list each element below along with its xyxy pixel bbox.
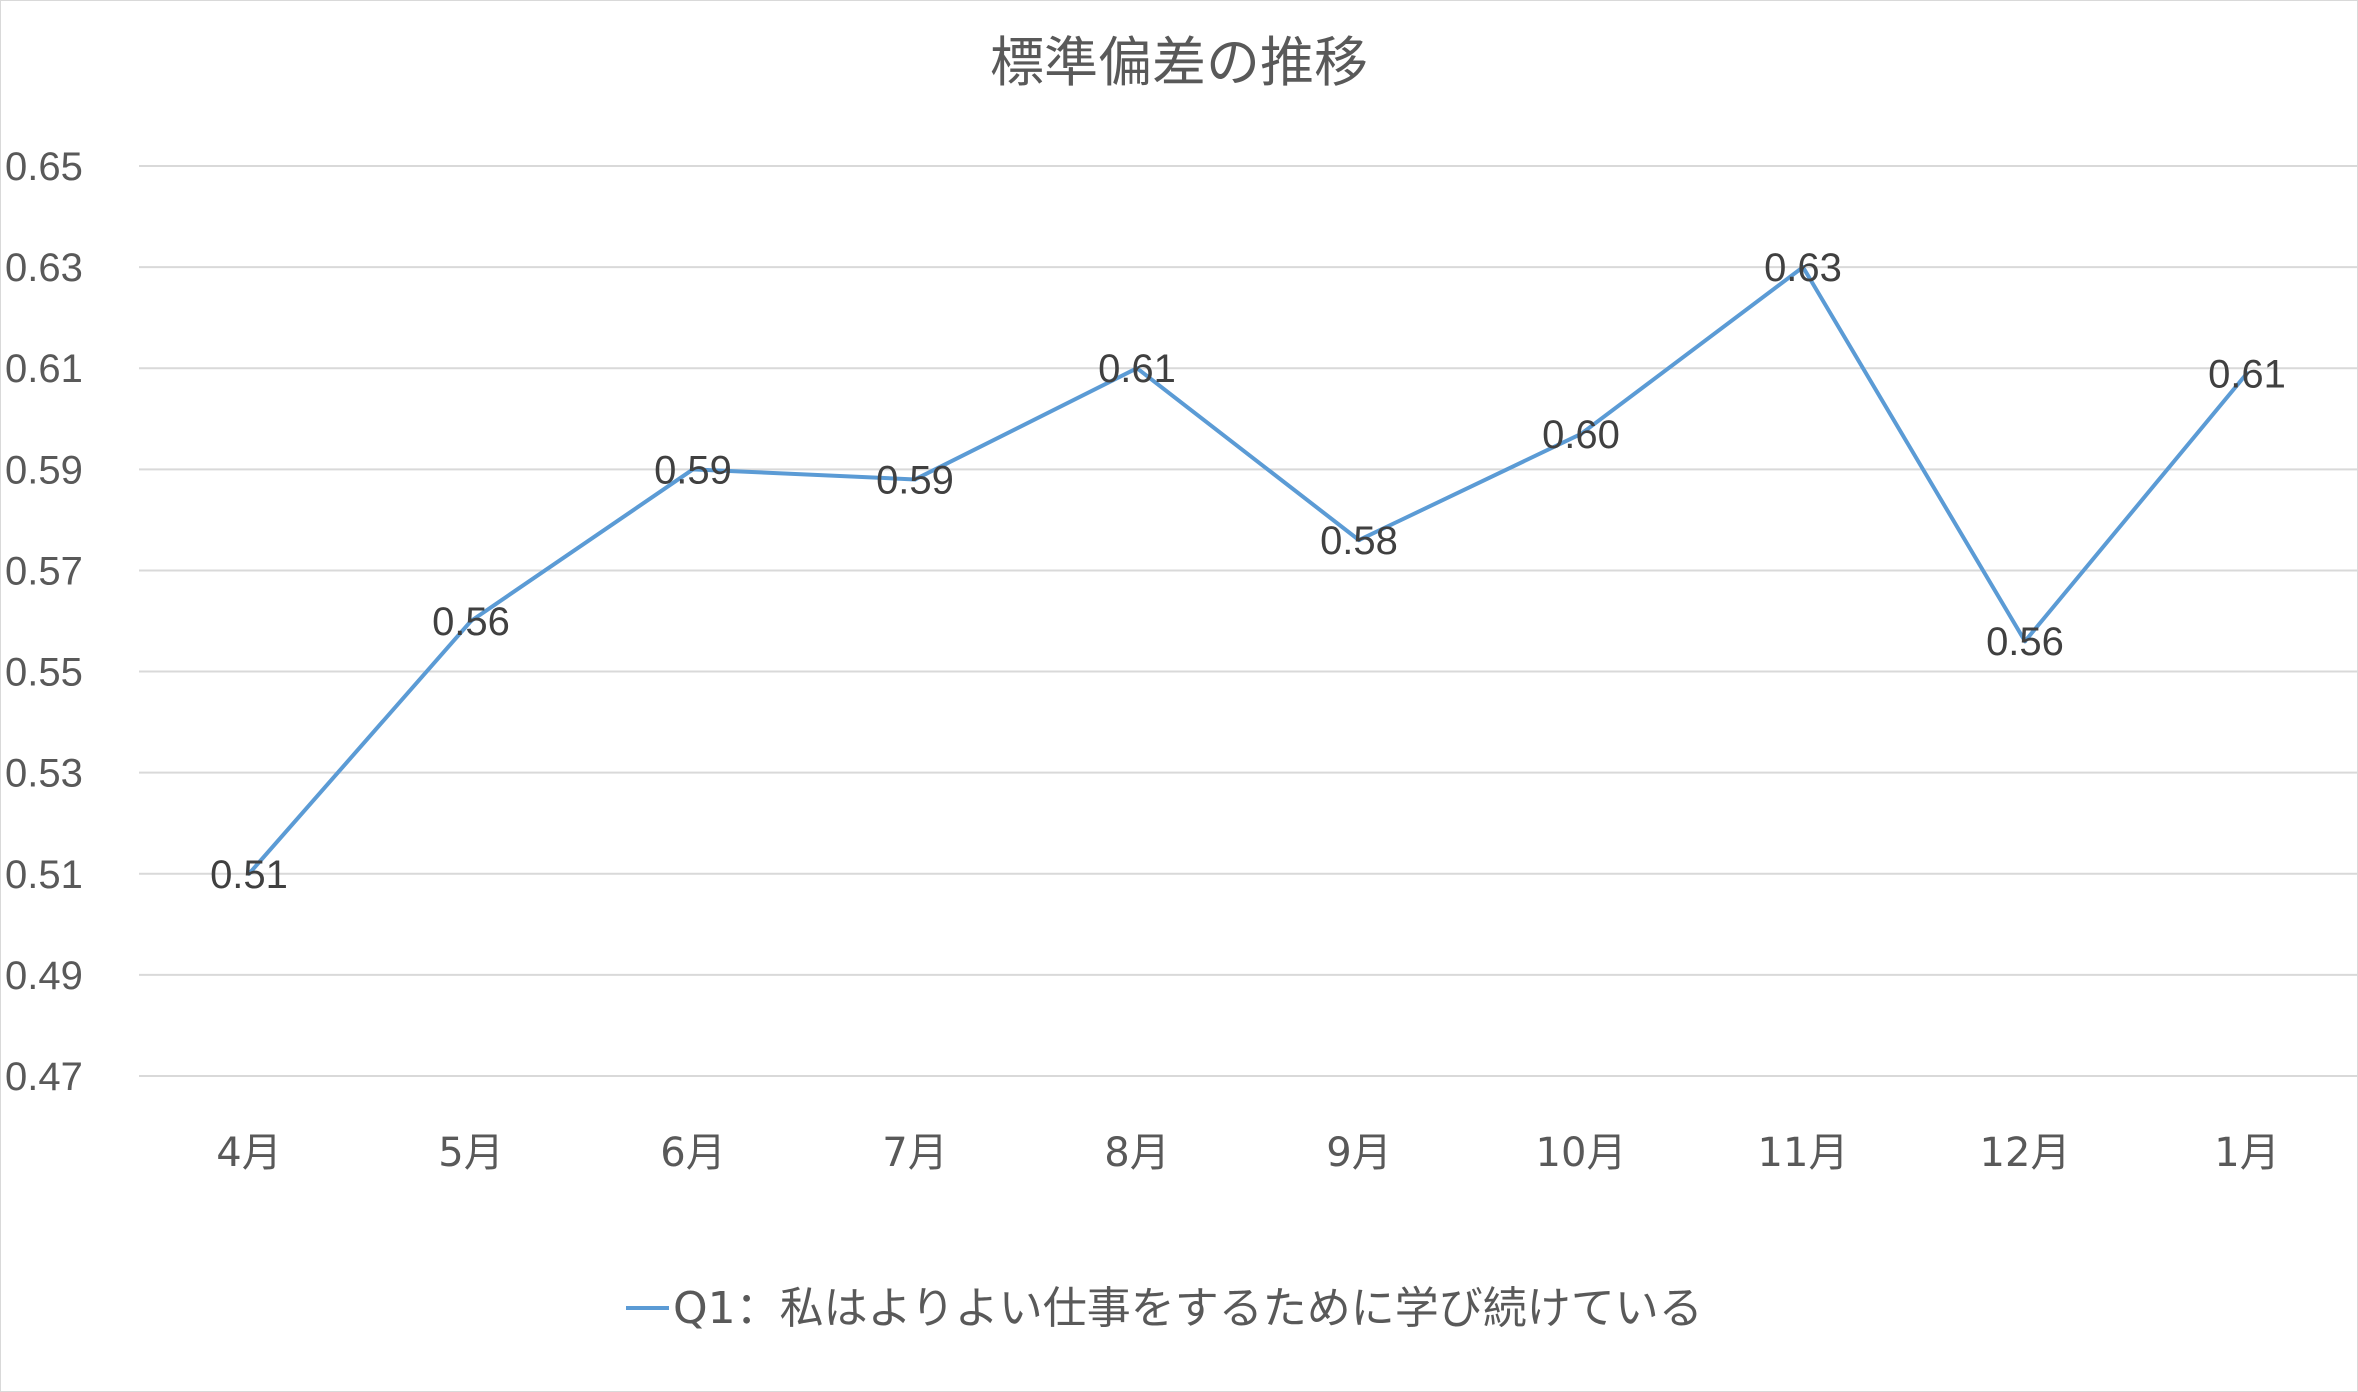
data-point	[247, 871, 251, 876]
y-tick-label: 0.51	[5, 853, 83, 897]
x-tick-label: 9月	[1326, 1130, 1391, 1176]
data-point	[469, 619, 473, 623]
legend-label: Q1：私はよりよい仕事をするために学び続けている	[673, 1283, 1703, 1334]
data-label: 0.60	[1542, 413, 1620, 457]
y-tick-label: 0.59	[5, 448, 83, 492]
x-tick-label: 7月	[882, 1130, 947, 1176]
x-tick-label: 5月	[438, 1130, 503, 1176]
data-label: 0.61	[1098, 347, 1176, 391]
x-tick-label: 12月	[1980, 1130, 2071, 1176]
x-tick-label: 8月	[1104, 1130, 1169, 1176]
data-label: 0.51	[210, 853, 288, 897]
data-label: 0.59	[654, 448, 732, 492]
data-point	[1801, 265, 1805, 270]
data-label: 0.59	[876, 458, 954, 502]
x-tick-label: 4月	[216, 1130, 281, 1176]
x-tick-label: 10月	[1536, 1130, 1627, 1176]
data-label: 0.58	[1320, 519, 1398, 563]
y-axis-tick-labels: 0.65 0.63 0.61 0.59 0.57 0.55 0.53 0.51 0.49 0.47	[5, 145, 83, 1099]
data-label: 0.56	[432, 600, 510, 644]
y-tick-label: 0.61	[5, 347, 83, 391]
gridlines	[139, 165, 2357, 1077]
data-point	[913, 477, 917, 482]
data-label: 0.61	[2208, 352, 2286, 396]
x-tick-label: 11月	[1758, 1130, 1849, 1176]
x-tick-label: 1月	[2214, 1130, 2279, 1176]
y-tick-label: 0.53	[5, 752, 83, 796]
legend: Q1：私はよりよい仕事をするために学び続けている	[626, 1283, 1703, 1334]
data-point	[1357, 538, 1361, 543]
y-tick-label: 0.49	[5, 954, 83, 998]
chart-title: 標準偏差の推移	[990, 31, 1368, 94]
data-point	[1579, 431, 1583, 436]
data-labels: 0.51 0.56 0.59 0.59 0.61 0.58 0.60 0.63 0.56 0.61	[210, 246, 2286, 897]
x-tick-label: 6月	[660, 1130, 725, 1176]
data-label: 0.63	[1764, 246, 1842, 290]
y-tick-label: 0.65	[5, 145, 83, 189]
series-line-group	[247, 265, 2249, 876]
data-point	[691, 467, 695, 472]
x-axis-tick-labels: 4月 5月 6月 7月 8月 9月 10月 11月 12月 1月	[216, 1130, 2279, 1176]
data-label: 0.56	[1986, 620, 2064, 664]
y-tick-label: 0.63	[5, 246, 83, 290]
data-point	[2023, 639, 2027, 644]
data-point	[2245, 371, 2249, 376]
data-point	[1135, 366, 1139, 371]
y-tick-label: 0.55	[5, 651, 83, 695]
y-tick-label: 0.47	[5, 1055, 83, 1099]
series-line	[247, 265, 2249, 876]
y-tick-label: 0.57	[5, 549, 83, 593]
